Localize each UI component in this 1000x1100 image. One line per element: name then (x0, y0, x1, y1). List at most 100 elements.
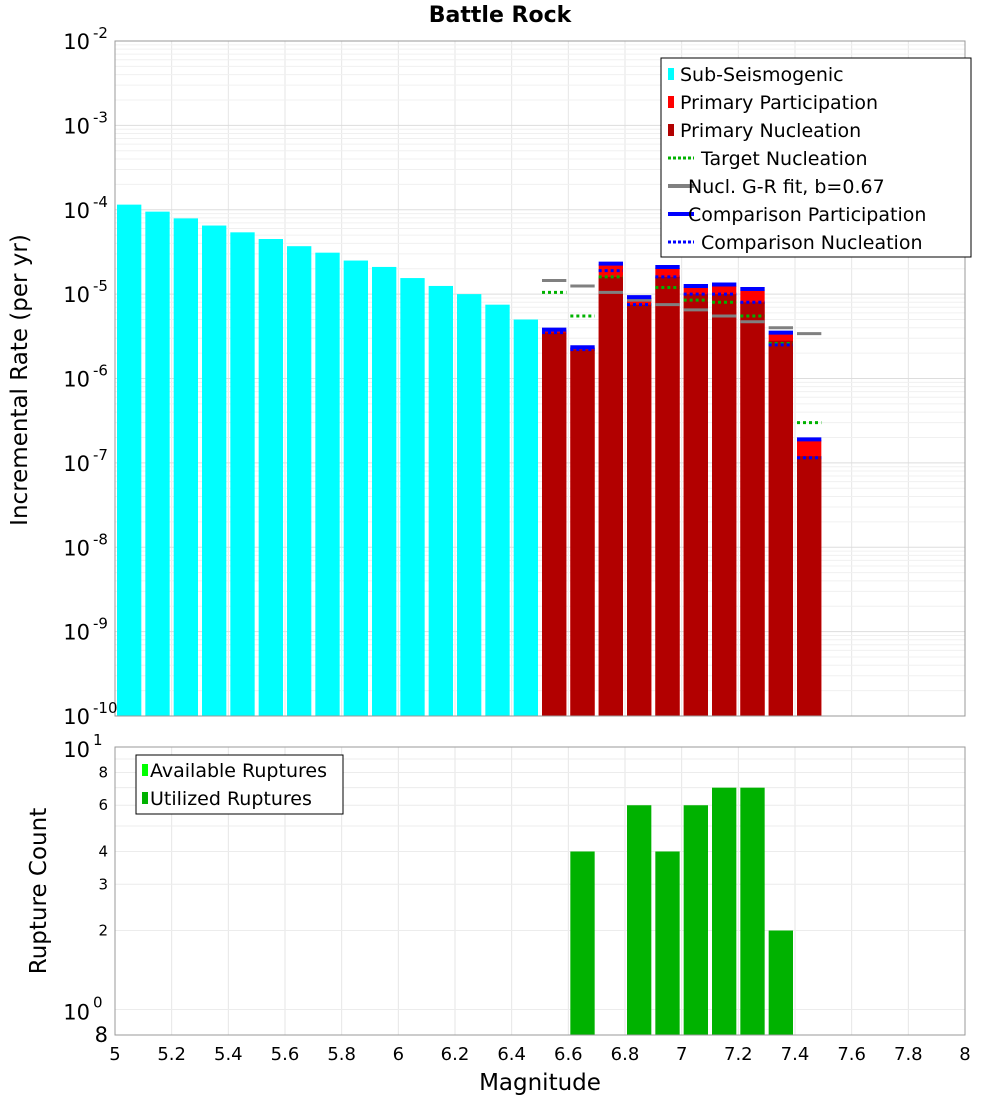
x-tick-label: 7.6 (837, 1044, 866, 1065)
y-tick-exponent: -6 (93, 362, 108, 380)
y-tick-base: 10 (63, 30, 90, 54)
top-legend: Sub-Seismogenic Primary Participation Prim… (660, 57, 972, 258)
top-marks (117, 204, 822, 717)
utilized-ruptures-bar (768, 930, 793, 1035)
y-minor-tick-label: 4 (98, 842, 108, 860)
sub-seismogenic-bar (400, 278, 425, 716)
sub-seismogenic-bar (173, 218, 198, 717)
x-tick-label: 5.2 (157, 1044, 186, 1065)
legend-swatch (142, 764, 148, 776)
y-tick-base: 10 (63, 283, 90, 307)
x-tick-label: 6.8 (611, 1044, 640, 1065)
sub-seismogenic-bar (485, 304, 510, 716)
y-tick-label: 10 -3 (63, 108, 108, 138)
legend-item: Comparison Participation (668, 204, 926, 226)
sub-seismogenic-bar (372, 266, 397, 716)
x-tick-label: 5.8 (327, 1044, 356, 1065)
x-tick-label: 5.6 (271, 1044, 300, 1065)
legend-label: Primary Nucleation (680, 120, 861, 142)
sub-seismogenic-bar (428, 285, 453, 716)
primary-nucleation-bar (797, 456, 822, 716)
top-y-ticks: 10-210-310-410-510-610-710-810-910-10 (63, 24, 117, 729)
legend-label: Utilized Ruptures (150, 788, 312, 810)
legend-swatch (668, 68, 674, 80)
x-tick-label: 6.6 (554, 1044, 583, 1065)
x-tick-label: 7.2 (724, 1044, 753, 1065)
y-tick-base: 10 (63, 368, 90, 392)
y-tick-label: 10 -10 (63, 699, 117, 729)
legend-swatch (668, 124, 674, 136)
legend-label: Comparison Nucleation (701, 232, 923, 254)
y-tick-exponent: -4 (93, 193, 108, 211)
legend-label: Primary Participation (680, 92, 878, 114)
x-axis-label: Magnitude (479, 1070, 601, 1096)
legend-label: Sub-Seismogenic (680, 64, 844, 86)
legend-label: Target Nucleation (700, 148, 868, 170)
legend-swatch (142, 792, 148, 804)
y-tick-label: 10 -2 (63, 24, 108, 54)
sub-seismogenic-bar (315, 252, 340, 716)
legend-item: Comparison Nucleation (668, 232, 923, 254)
y-minor-tick-label: 3 (98, 875, 108, 893)
sub-seismogenic-bar (117, 204, 142, 717)
sub-seismogenic-bar (513, 319, 538, 716)
legend-label: Available Ruptures (150, 760, 327, 782)
y-tick-exponent: -9 (93, 615, 108, 633)
y-minor-tick-label: 2 (98, 922, 108, 940)
x-tick-label: 7.8 (894, 1044, 923, 1065)
primary-nucleation-bar (655, 276, 680, 716)
utilized-ruptures-bar (627, 805, 652, 1035)
y-tick-base: 10 (63, 621, 90, 645)
y-tick-label: 10 1 (63, 731, 102, 762)
legend-label: Nucl. G-R fit, b=0.67 (688, 176, 885, 198)
y-tick-base: 10 (63, 452, 90, 476)
legend-item: Target Nucleation (668, 148, 868, 170)
sub-seismogenic-bar (258, 239, 283, 716)
y-tick-exponent: -7 (93, 446, 108, 464)
y-tick-label: 10 -8 (63, 530, 108, 560)
primary-nucleation-bar (740, 302, 765, 716)
sub-seismogenic-bar (343, 260, 368, 716)
utilized-ruptures-bar (570, 851, 595, 1035)
primary-nucleation-bar (542, 332, 567, 716)
y-tick-base: 10 (63, 738, 90, 762)
sub-seismogenic-bar (145, 211, 170, 716)
sub-seismogenic-bar (457, 294, 482, 716)
chart-title: Battle Rock (429, 3, 573, 28)
y-tick-label: 10 0 (63, 994, 102, 1025)
bottom-x-ticks: 5 5.2 5.4 5.6 5.8 6 6.2 6.4 6.6 6.8 7 7.2 7.4 7.6 7.8 8 (109, 1044, 970, 1065)
utilized-ruptures-bar (655, 851, 680, 1035)
x-tick-label: 7 (676, 1044, 687, 1065)
y-tick-exponent: -10 (93, 699, 118, 717)
top-grid (115, 41, 965, 717)
legend-item: Primary Participation (668, 92, 878, 114)
x-tick-label: 8 (959, 1044, 970, 1065)
primary-nucleation-bar (627, 304, 652, 716)
y-tick-label: 10 -9 (63, 615, 108, 645)
bottom-plot-frame (114, 746, 966, 1036)
y-tick-base: 10 (63, 1001, 90, 1025)
y-tick-label: 10 -4 (63, 193, 108, 223)
y-tick-exponent: 0 (93, 994, 103, 1012)
x-tick-label: 6 (393, 1044, 404, 1065)
top-y-axis-label: Incremental Rate (per yr) (7, 234, 33, 526)
primary-nucleation-bar (683, 294, 708, 716)
y-tick-label: 10 -6 (63, 362, 108, 392)
sub-seismogenic-bar (287, 246, 312, 716)
y-minor-tick-label: 8 (95, 1023, 108, 1047)
utilized-ruptures-bar (712, 787, 737, 1035)
x-tick-label: 5 (109, 1044, 120, 1065)
legend-swatch (668, 96, 674, 108)
primary-nucleation-bar (768, 340, 793, 716)
y-tick-base: 10 (63, 114, 90, 138)
bottom-marks (570, 787, 793, 1035)
y-tick-base: 10 (63, 199, 90, 223)
primary-nucleation-bar (570, 349, 595, 716)
x-tick-label: 6.2 (441, 1044, 470, 1065)
primary-nucleation-bar (712, 294, 737, 716)
y-tick-exponent: -3 (93, 108, 108, 126)
bottom-y-axis-label: Rupture Count (26, 808, 52, 974)
y-tick-exponent: -5 (93, 277, 108, 295)
